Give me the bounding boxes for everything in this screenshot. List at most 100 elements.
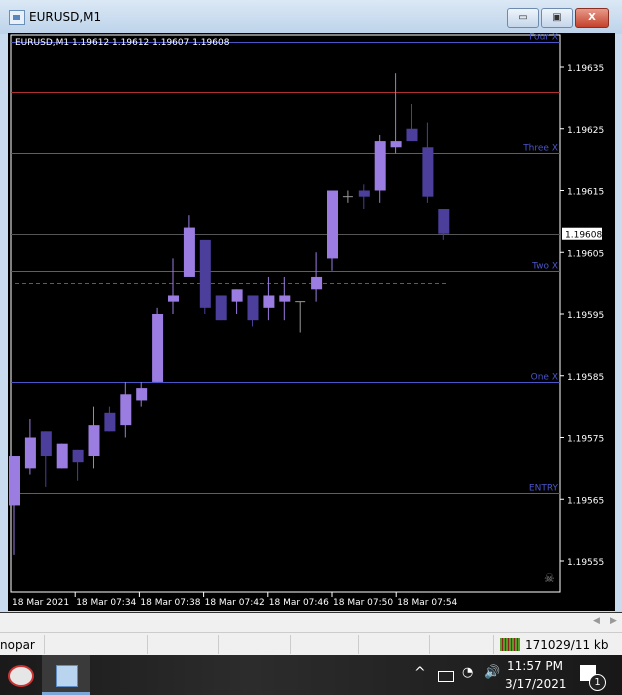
candle-body xyxy=(358,190,370,197)
candle-body xyxy=(199,239,211,308)
taskbar-snipping-tool[interactable] xyxy=(0,655,48,695)
candle xyxy=(374,134,386,203)
candle-body xyxy=(263,295,275,308)
current-price-label: 1.19608 xyxy=(565,231,602,241)
app-icon xyxy=(9,10,25,25)
candle xyxy=(215,295,227,321)
time-label: 18 Mar 07:38 xyxy=(140,598,200,608)
candle-body xyxy=(438,209,450,234)
volume-icon[interactable]: 🔊 xyxy=(484,665,501,680)
time-label: 18 Mar 07:42 xyxy=(205,598,265,608)
candle-body xyxy=(231,289,243,302)
level-label: Two X xyxy=(531,262,558,272)
level-label: Three X xyxy=(522,144,558,154)
maximize-button[interactable]: ▣ xyxy=(541,8,573,28)
candle xyxy=(390,73,402,154)
candle-body xyxy=(390,141,402,148)
candle-body xyxy=(88,425,100,457)
candle-body xyxy=(279,295,291,302)
candle-body xyxy=(374,141,386,191)
scissors-icon xyxy=(8,665,34,687)
candle xyxy=(104,406,116,432)
candle-body xyxy=(327,190,338,259)
status-text: nopar xyxy=(0,638,35,652)
candle xyxy=(152,307,164,382)
price-label: 1.19555 xyxy=(567,558,604,568)
candle xyxy=(438,209,450,240)
price-label: 1.19565 xyxy=(567,496,604,506)
current-price-box xyxy=(562,227,602,240)
time-label: 18 Mar 07:54 xyxy=(397,598,457,608)
candle-body xyxy=(422,147,434,197)
time-label: 18 Mar 07:34 xyxy=(76,598,136,608)
candle-body xyxy=(72,449,84,463)
candle xyxy=(295,301,306,333)
price-label: 1.19585 xyxy=(567,373,604,383)
candle xyxy=(72,449,84,481)
price-label: 1.19595 xyxy=(567,311,604,321)
time-label: 18 Mar 2021 xyxy=(12,598,69,608)
price-label: 1.19615 xyxy=(567,188,604,198)
skull-icon: ☠ xyxy=(544,571,555,585)
candle xyxy=(327,190,338,271)
candle-body xyxy=(311,276,323,290)
taskbar-metatrader[interactable] xyxy=(42,655,90,695)
clock-time: 11:57 PM xyxy=(507,659,563,673)
candle xyxy=(311,252,323,302)
status-bar: nopar 171029/11 kb xyxy=(0,632,622,656)
notification-badge: 1 xyxy=(589,674,606,691)
candle xyxy=(422,122,434,203)
candle xyxy=(136,381,148,407)
taskbar: ^ ◔ 🔊 11:57 PM 3/17/2021 1 xyxy=(0,655,622,695)
candle xyxy=(263,276,275,321)
candle xyxy=(247,295,259,327)
candle-body xyxy=(120,394,132,426)
plot-frame xyxy=(10,34,561,593)
connection-bars-icon xyxy=(500,638,520,651)
candle-body xyxy=(183,227,195,277)
price-label: 1.19575 xyxy=(567,435,604,445)
candle xyxy=(358,184,370,210)
price-label: 1.19605 xyxy=(567,249,604,259)
window-title: EURUSD,M1 xyxy=(29,10,102,24)
battery-icon[interactable] xyxy=(438,671,454,682)
candle-body xyxy=(9,456,20,506)
time-label: 18 Mar 07:46 xyxy=(269,598,329,608)
scroll-left-icon[interactable]: ◀ xyxy=(593,616,600,626)
price-label: 1.19635 xyxy=(567,64,604,74)
horizontal-scrollbar[interactable]: ◀ ▶ xyxy=(0,612,622,633)
price-label: 1.19625 xyxy=(567,126,604,136)
candle-body xyxy=(215,295,227,321)
candlestick-chart[interactable]: Four X Three X Two X One X ENTRY 1.19635 1.19… xyxy=(0,0,622,612)
close-button[interactable]: X xyxy=(575,8,609,28)
wifi-icon[interactable]: ◔ xyxy=(462,665,474,680)
time-label: 18 Mar 07:50 xyxy=(333,598,393,608)
candle xyxy=(199,239,211,314)
minimize-button[interactable]: ▭ xyxy=(507,8,539,28)
candle xyxy=(9,456,20,555)
candle xyxy=(231,289,243,314)
price-chart[interactable] xyxy=(8,33,615,611)
candle xyxy=(279,276,291,321)
candle xyxy=(24,418,36,475)
candle xyxy=(120,381,132,438)
candle-body xyxy=(104,412,116,432)
candle-body xyxy=(56,443,68,469)
level-label: ENTRY xyxy=(529,484,559,494)
candle-body xyxy=(406,128,418,142)
clock[interactable]: 11:57 PM 3/17/2021 xyxy=(505,659,567,691)
tray-chevron-icon[interactable]: ^ xyxy=(414,665,426,681)
level-label: Four X xyxy=(529,33,558,43)
candle xyxy=(342,190,353,203)
metatrader-icon xyxy=(56,665,78,687)
candle xyxy=(168,258,179,314)
level-label: One X xyxy=(531,373,558,383)
candle-body xyxy=(136,388,148,401)
candle xyxy=(56,443,68,469)
candle-body xyxy=(168,295,179,302)
candle-body xyxy=(24,437,36,469)
traffic-text: 171029/11 kb xyxy=(525,638,609,652)
clock-date: 3/17/2021 xyxy=(505,677,567,691)
window-titlebar: EURUSD,M1 ▭ ▣ X xyxy=(0,0,622,34)
scroll-right-icon[interactable]: ▶ xyxy=(610,616,617,626)
